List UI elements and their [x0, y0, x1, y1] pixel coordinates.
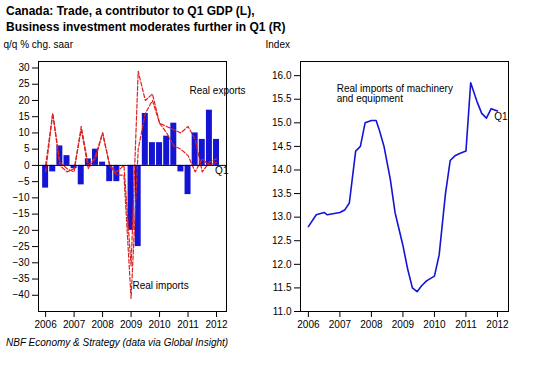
svg-text:−25: −25 [13, 241, 30, 252]
svg-text:20: 20 [18, 95, 30, 106]
svg-text:2009: 2009 [120, 319, 143, 330]
svg-text:15: 15 [18, 111, 30, 122]
svg-text:2011: 2011 [177, 319, 199, 330]
svg-text:25: 25 [18, 79, 30, 90]
svg-text:30: 30 [18, 62, 30, 73]
svg-text:11.5: 11.5 [273, 282, 292, 293]
svg-text:2006: 2006 [297, 319, 320, 330]
html-text:NBF Economy & Strategy (data v: NBF Economy & Strategy (data via Global … [6, 337, 229, 349]
svg-text:Real exports: Real exports [189, 85, 245, 96]
svg-text:14.0: 14.0 [272, 164, 292, 175]
svg-text:13.0: 13.0 [272, 212, 292, 223]
svg-text:2011: 2011 [455, 319, 477, 330]
svg-text:−30: −30 [13, 257, 30, 268]
svg-text:14.5: 14.5 [272, 141, 292, 152]
svg-text:2007: 2007 [329, 319, 352, 330]
svg-text:2008: 2008 [91, 319, 114, 330]
svg-text:q/q % chg. saar: q/q % chg. saar [4, 39, 74, 50]
svg-text:2009: 2009 [392, 319, 415, 330]
svg-text:2012: 2012 [486, 319, 509, 330]
svg-text:−5: −5 [18, 176, 30, 187]
svg-text:15.5: 15.5 [272, 94, 292, 105]
svg-text:0: 0 [24, 160, 30, 171]
svg-text:−20: −20 [13, 225, 30, 236]
svg-text:−35: −35 [13, 273, 30, 284]
svg-text:12.5: 12.5 [272, 235, 292, 246]
html-text:Canada: Trade, a contributor t: Canada: Trade, a contributor to Q1 GDP (… [6, 4, 286, 34]
svg-text:15.0: 15.0 [272, 117, 292, 128]
svg-text:Q1: Q1 [215, 164, 229, 176]
svg-text:2007: 2007 [63, 319, 86, 330]
svg-text:Q1: Q1 [494, 112, 508, 123]
svg-text:−15: −15 [13, 208, 30, 219]
svg-text:Real imports of machineryand e: Real imports of machineryand equipment [337, 83, 453, 104]
svg-text:Index: Index [266, 39, 290, 50]
svg-text:11.0: 11.0 [273, 306, 292, 317]
svg-text:12.0: 12.0 [272, 259, 292, 270]
svg-text:−40: −40 [13, 290, 30, 301]
svg-text:10: 10 [18, 127, 30, 138]
svg-text:2010: 2010 [423, 319, 446, 330]
svg-text:13.5: 13.5 [272, 188, 292, 199]
svg-text:5: 5 [24, 144, 30, 155]
svg-text:2012: 2012 [205, 319, 228, 330]
svg-text:16.0: 16.0 [272, 70, 292, 81]
svg-text:Real imports: Real imports [133, 280, 189, 291]
svg-text:−10: −10 [13, 192, 30, 203]
svg-text:2006: 2006 [34, 319, 57, 330]
svg-text:2008: 2008 [360, 319, 383, 330]
svg-text:2010: 2010 [148, 319, 171, 330]
